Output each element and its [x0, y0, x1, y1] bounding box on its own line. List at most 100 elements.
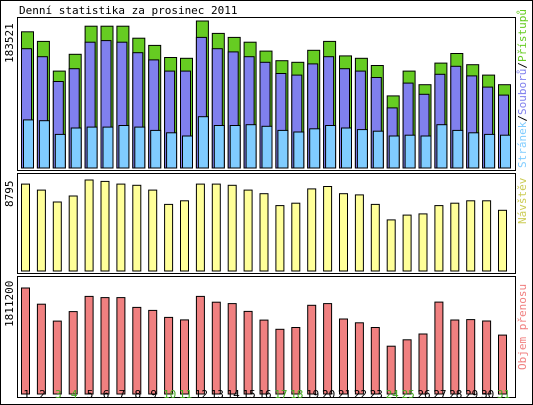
visits-bar — [466, 200, 476, 272]
day-label: 22 — [354, 388, 367, 401]
day-label: 15 — [242, 388, 255, 401]
visits-bar — [195, 183, 205, 272]
pages-bar — [197, 116, 209, 169]
visits-bar — [482, 200, 492, 272]
visits-bar — [68, 195, 78, 272]
day-label: 13 — [211, 388, 224, 401]
pages-bar — [54, 133, 66, 169]
day-label: 31 — [497, 388, 510, 401]
visits-bar — [498, 209, 507, 272]
pages-bar — [38, 120, 50, 169]
bottom-panel-max-label: 1811200 — [3, 281, 16, 327]
pages-bar — [293, 131, 305, 169]
transfer-bar — [21, 287, 30, 395]
pages-bar — [229, 125, 241, 169]
visits-bar — [450, 202, 460, 272]
transfer-bar — [482, 320, 492, 395]
day-label: 16 — [258, 388, 271, 401]
pages-bar — [261, 125, 273, 169]
visits-bar — [275, 205, 285, 272]
middle-panel-bars — [21, 179, 507, 272]
pages-bar — [468, 132, 480, 169]
transfer-bar — [386, 345, 396, 395]
visits-bar — [132, 184, 142, 272]
visits-bar — [100, 180, 110, 272]
visits-bar — [386, 219, 396, 272]
visits-bar — [84, 179, 94, 272]
day-label: 28 — [449, 388, 462, 401]
day-label: 25 — [401, 388, 414, 401]
day-label: 11 — [179, 388, 192, 401]
transfer-bar — [339, 318, 348, 395]
transfer-bar — [180, 319, 189, 395]
top-panel-frame — [17, 17, 516, 171]
transfer-bar — [466, 319, 476, 395]
day-label: 3 — [55, 388, 62, 401]
day-label: 6 — [103, 388, 110, 401]
day-label: 12 — [195, 388, 208, 401]
day-label: 4 — [71, 388, 78, 401]
pages-bar — [388, 135, 400, 169]
transfer-bar — [52, 320, 62, 395]
day-label: 2 — [39, 388, 46, 401]
pages-bar — [166, 132, 178, 169]
transfer-bar — [370, 327, 380, 395]
day-label: 14 — [227, 388, 241, 401]
top-panel-max-label: 183521 — [3, 23, 16, 63]
middle-panel-frame — [17, 173, 516, 274]
transfer-bar — [498, 334, 507, 395]
pages-bar — [484, 133, 496, 169]
files-series-label: Souborů — [516, 69, 529, 115]
transfer-bar — [68, 311, 78, 395]
day-label: 10 — [163, 388, 176, 401]
pages-bar — [325, 125, 337, 169]
visits-bar — [148, 189, 158, 272]
hits-series-label: Přístupů — [516, 9, 529, 62]
day-label: 7 — [119, 388, 126, 401]
pages-bar — [102, 126, 114, 169]
transfer-bar — [307, 304, 317, 395]
visits-bar — [52, 201, 62, 272]
pages-bar — [213, 125, 225, 169]
visits-bar — [370, 203, 380, 272]
label-separator: / — [516, 62, 529, 69]
transfer-bar — [418, 333, 428, 395]
day-label: 5 — [87, 388, 94, 401]
day-label: 18 — [290, 388, 303, 401]
transfer-bar — [195, 295, 205, 395]
pages-bar — [500, 134, 511, 169]
visits-bar — [259, 193, 269, 272]
visits-bar — [36, 189, 46, 272]
day-label: 9 — [150, 388, 157, 401]
top-panel-bars — [21, 20, 511, 169]
day-label: 21 — [338, 388, 351, 401]
pages-bar — [277, 129, 289, 169]
visits-bar — [21, 183, 30, 272]
visits-series-label: Návštěv — [516, 177, 529, 224]
visits-bar — [323, 186, 333, 272]
top-panel-series-label: Stránek/Souborů/Přístupů — [516, 9, 529, 168]
transfer-bar — [227, 303, 237, 395]
day-label: 23 — [370, 388, 383, 401]
transfer-bar — [100, 297, 110, 395]
pages-bar — [341, 127, 352, 169]
transfer-bar — [116, 297, 126, 395]
transfer-bar — [84, 295, 94, 395]
visits-bar — [434, 205, 444, 272]
pages-bar — [372, 130, 384, 169]
day-label: 29 — [465, 388, 478, 401]
visits-bar — [227, 184, 237, 272]
pages-bar — [150, 129, 162, 169]
transfer-bar — [259, 319, 269, 395]
day-label: 17 — [274, 388, 287, 401]
visits-bar — [180, 200, 189, 272]
bottom-panel-frame — [17, 276, 516, 398]
visits-bar — [307, 188, 317, 272]
pages-bar — [309, 128, 321, 169]
day-label: 24 — [386, 388, 400, 401]
pages-bar — [420, 135, 432, 169]
day-label: 26 — [417, 388, 430, 401]
transfer-bar — [450, 319, 460, 395]
visits-bar — [116, 183, 126, 272]
